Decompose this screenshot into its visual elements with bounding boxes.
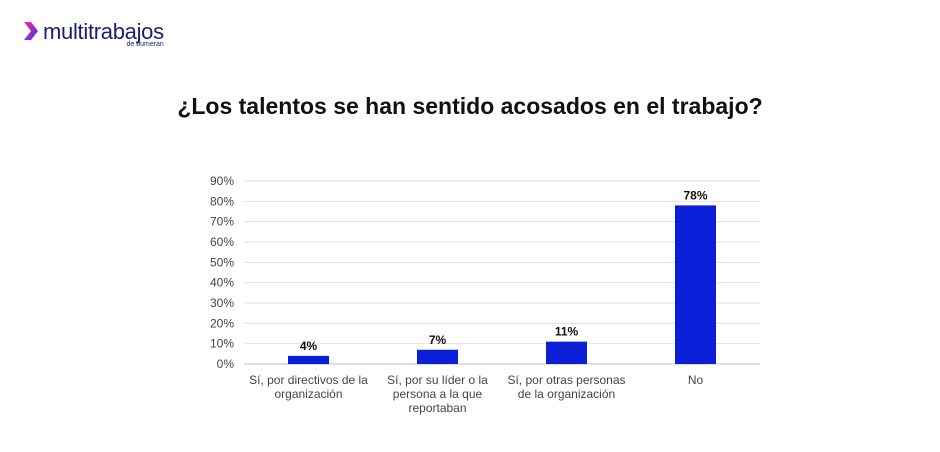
x-tick-label: Sí, por otras personas (507, 373, 625, 387)
multitrabajos-logo: multitrabajos de bumeran (22, 19, 164, 48)
data-label: 11% (555, 325, 579, 339)
data-label: 7% (429, 333, 447, 347)
x-tick-label: persona a la que (393, 387, 483, 401)
y-tick-label: 20% (210, 316, 234, 330)
bar (288, 355, 329, 364)
y-tick-label: 40% (210, 276, 234, 290)
logo-tagline: de bumeran (126, 41, 164, 48)
y-tick-label: 30% (210, 296, 234, 310)
chevron-logo-icon (24, 22, 38, 40)
logo-wordmark: multitrabajos (43, 19, 164, 44)
data-label: 4% (300, 339, 318, 353)
x-tick-label: No (688, 373, 704, 387)
y-tick-label: 90% (210, 174, 234, 188)
y-tick-label: 0% (217, 357, 235, 371)
data-label: 78% (683, 188, 707, 202)
x-tick-label: Sí, por directivos de la (249, 373, 368, 387)
bar (546, 341, 587, 364)
bar (675, 205, 716, 364)
x-tick-label: organización (274, 387, 342, 401)
chart-title: ¿Los talentos se han sentido acosados en… (177, 93, 763, 119)
x-tick-label: de la organización (518, 387, 615, 401)
y-tick-label: 60% (210, 235, 234, 249)
bar (417, 349, 458, 364)
x-tick-label: reportaban (408, 401, 466, 415)
y-tick-label: 10% (210, 337, 234, 351)
x-tick-label: Sí, por su líder o la (387, 373, 488, 387)
y-tick-label: 80% (210, 194, 234, 208)
y-tick-label: 70% (210, 215, 234, 229)
y-tick-label: 50% (210, 255, 234, 269)
